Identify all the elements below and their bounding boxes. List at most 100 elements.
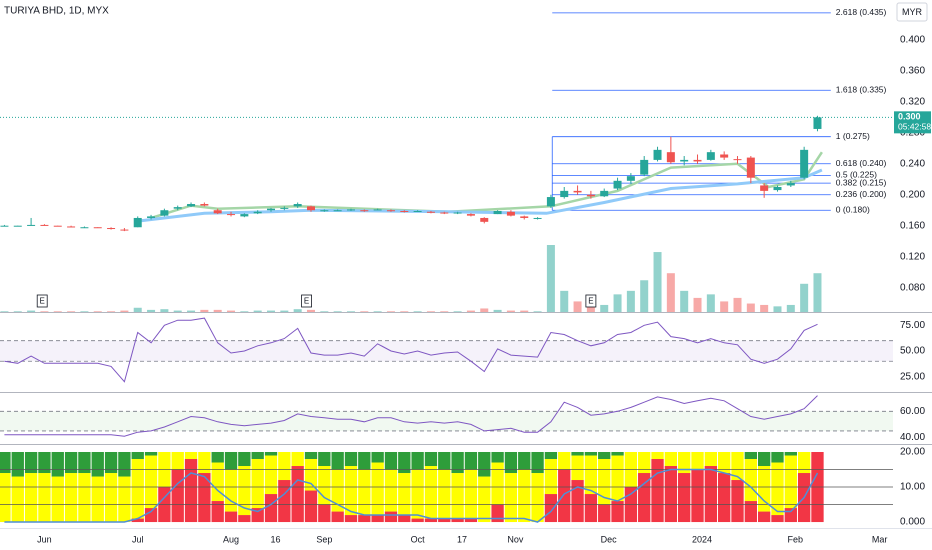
- y-tick-label: 0.160: [900, 220, 925, 231]
- stacked-bar: [0, 452, 11, 474]
- volume-bar: [93, 311, 102, 312]
- stacked-bar: [438, 469, 451, 519]
- stacked-bar: [384, 511, 398, 523]
- x-tick-label: Jul: [132, 534, 144, 544]
- event-label: E: [588, 297, 593, 306]
- fib-label: 2.618 (0.435): [836, 7, 887, 17]
- y-tick-label: 25.00: [900, 371, 925, 382]
- volume-bar: [0, 311, 9, 312]
- candle-body: [733, 159, 742, 161]
- stacked-bar: [184, 459, 198, 523]
- moving-average: [137, 168, 823, 223]
- volume-bar: [67, 311, 76, 312]
- event-label: E: [40, 297, 45, 306]
- band: [0, 340, 893, 362]
- stacked-bar: [211, 501, 224, 523]
- stacked-bar: [451, 518, 464, 523]
- stacked-bar: [571, 455, 584, 481]
- stacked-bar: [424, 466, 438, 519]
- stacked-bar: [0, 473, 11, 523]
- stacked-bar: [678, 473, 691, 523]
- candle-body: [773, 186, 782, 191]
- stacked-bar: [558, 452, 571, 470]
- stacked-bar: [264, 452, 278, 456]
- volume-bar: [506, 310, 515, 312]
- stacked-bar: [238, 466, 251, 516]
- candle-body: [333, 210, 342, 212]
- volume-bar: [280, 310, 289, 312]
- volume-bar: [586, 304, 595, 312]
- volume-bar: [693, 297, 702, 312]
- stacked-bar: [611, 455, 624, 502]
- stacked-bar: [331, 452, 344, 470]
- stacked-bar: [744, 459, 757, 502]
- volume-bar: [773, 306, 782, 312]
- stacked-bar: [104, 473, 118, 523]
- stacked-bar: [384, 469, 398, 512]
- volume-bar: [320, 311, 329, 312]
- candle-body: [586, 194, 595, 197]
- stacked-bar: [584, 494, 598, 523]
- stacked-bar: [91, 452, 104, 477]
- stacked-bar: [198, 452, 211, 474]
- x-tick-label: Feb: [788, 534, 804, 544]
- candle-body: [93, 227, 102, 229]
- candle-body: [147, 216, 156, 218]
- candle-body: [0, 225, 9, 227]
- x-tick-label: Sep: [316, 534, 332, 544]
- stacked-bar: [38, 473, 51, 523]
- x-tick-label: Dec: [601, 534, 618, 544]
- volume-bar: [533, 311, 542, 312]
- stacked-bar: [144, 455, 158, 509]
- fib-label: 0.236 (0.200): [836, 189, 887, 199]
- stacked-bar: [731, 480, 744, 523]
- candle-body: [680, 159, 689, 162]
- stacked-bar: [131, 518, 144, 523]
- stacked-bar: [784, 508, 797, 523]
- y-tick-label: 0.240: [900, 158, 925, 169]
- x-tick-label: 17: [457, 534, 467, 544]
- stacked-bar: [251, 508, 264, 523]
- candle-body: [107, 228, 116, 230]
- stacked-bar: [398, 515, 411, 523]
- stacked-bar: [691, 452, 704, 470]
- stacked-bar: [544, 459, 558, 495]
- fib-label: 0.5 (0.225): [836, 170, 877, 180]
- volume-bar: [53, 311, 62, 312]
- candle-body: [666, 152, 675, 163]
- candle-body: [493, 210, 502, 215]
- volume-bar: [440, 311, 449, 312]
- y-tick-label: 50.00: [900, 346, 925, 357]
- candle-body: [640, 159, 649, 175]
- volume-bar: [786, 304, 795, 312]
- volume-bar: [560, 290, 569, 312]
- stacked-bar: [238, 515, 251, 523]
- candle-body: [40, 224, 49, 226]
- candle-body: [453, 212, 462, 214]
- stacked-bar: [211, 452, 224, 463]
- stacked-bar: [184, 452, 198, 460]
- last-price-label: 0.300: [898, 112, 921, 122]
- fib-label: 0.382 (0.215): [836, 177, 887, 187]
- stacked-bar: [51, 476, 64, 523]
- stacked-bar: [584, 455, 598, 495]
- volume-bar: [13, 311, 22, 312]
- stacked-bar: [278, 452, 291, 481]
- stacked-bar: [211, 462, 224, 502]
- stacked-bar: [411, 518, 424, 523]
- y-tick-label: 10.00: [900, 482, 925, 493]
- stacked-bar: [384, 452, 398, 470]
- stacked-bar: [584, 452, 598, 456]
- volume-bar: [813, 273, 822, 312]
- stacked-bar: [491, 452, 504, 463]
- volume-bar: [227, 310, 236, 312]
- stacked-bar: [571, 452, 584, 456]
- candle-body: [280, 207, 289, 209]
- candle-body: [133, 217, 142, 228]
- stacked-bar: [358, 469, 371, 516]
- candle-body: [306, 206, 315, 211]
- volume-bar: [493, 309, 502, 312]
- candle-body: [173, 207, 182, 209]
- stacked-bar: [771, 452, 784, 463]
- stacked-bar: [224, 469, 238, 512]
